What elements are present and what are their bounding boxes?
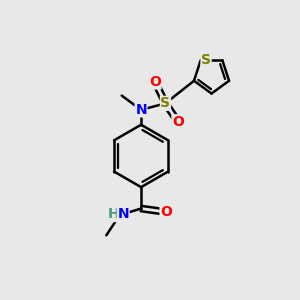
Text: S: S [201, 53, 211, 67]
Text: N: N [135, 103, 147, 117]
Text: O: O [149, 75, 161, 89]
Text: O: O [172, 115, 184, 129]
Text: N: N [117, 208, 129, 221]
Text: H: H [107, 208, 119, 221]
Text: S: S [160, 96, 170, 110]
Text: O: O [160, 205, 172, 218]
